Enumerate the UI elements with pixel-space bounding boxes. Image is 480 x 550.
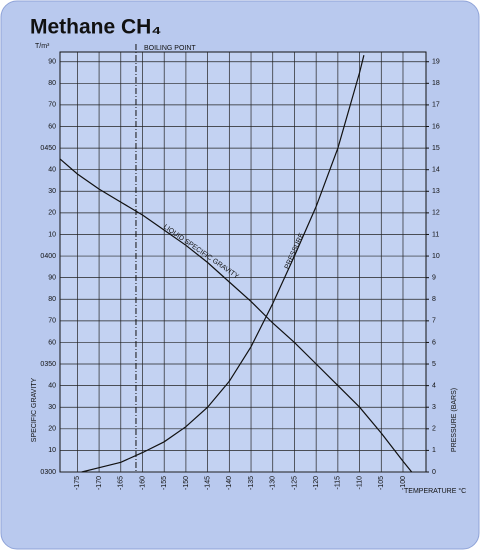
y-tick-label: 10 xyxy=(48,447,56,454)
y-tick-label: 40 xyxy=(48,167,56,174)
x-tick-label: -140 xyxy=(226,476,233,490)
y2-tick-label: 1 xyxy=(432,447,436,454)
y2-tick-label: 14 xyxy=(432,167,440,174)
x-tick-label: -165 xyxy=(118,476,125,490)
y-tick-label: 30 xyxy=(48,404,56,411)
y-tick-label: 0450 xyxy=(40,145,56,152)
x-tick-label: -125 xyxy=(291,476,298,490)
y2-axis-label: PRESSURE (BARS) xyxy=(451,388,458,452)
y-tick-label: 70 xyxy=(48,102,56,109)
y2-tick-label: 4 xyxy=(432,382,436,389)
y-tick-label: 80 xyxy=(48,80,56,87)
y2-tick-label: 12 xyxy=(432,210,440,217)
x-tick-label: -100 xyxy=(400,476,407,490)
y2-tick-label: 7 xyxy=(432,318,436,325)
y-tick-label: 0300 xyxy=(40,469,56,476)
y2-tick-label: 6 xyxy=(432,339,436,346)
series-line xyxy=(81,55,365,473)
x-tick-label: -150 xyxy=(183,476,190,490)
y-unit: T/m³ xyxy=(35,43,50,50)
y-tick-label: 20 xyxy=(48,210,56,217)
annotation: BOILING POINT xyxy=(144,45,196,52)
y2-tick-label: 19 xyxy=(432,59,440,66)
y2-tick-label: 5 xyxy=(432,361,436,368)
x-tick-label: -135 xyxy=(248,476,255,490)
plot-area xyxy=(59,51,427,473)
y2-tick-label: 0 xyxy=(432,469,436,476)
y2-tick-label: 9 xyxy=(432,274,436,281)
y-tick-label: 80 xyxy=(48,296,56,303)
y-tick-label: 10 xyxy=(48,231,56,238)
x-tick-label: -170 xyxy=(96,476,103,490)
x-tick-label: -115 xyxy=(335,476,342,490)
y-tick-label: 70 xyxy=(48,318,56,325)
y2-tick-label: 18 xyxy=(432,80,440,87)
x-tick-label: -130 xyxy=(270,476,277,490)
y2-tick-label: 10 xyxy=(432,253,440,260)
x-tick-label: -160 xyxy=(139,476,146,490)
x-tick-label: -175 xyxy=(74,476,81,490)
y2-tick-label: 15 xyxy=(432,145,440,152)
y2-tick-label: 3 xyxy=(432,404,436,411)
y-tick-label: 90 xyxy=(48,274,56,281)
y-axis-label: SPECIFIC GRAVITY xyxy=(31,377,38,442)
y-tick-label: 60 xyxy=(48,339,56,346)
x-tick-label: -155 xyxy=(161,476,168,490)
y2-tick-label: 2 xyxy=(432,426,436,433)
y-tick-label: 90 xyxy=(48,59,56,66)
y-tick-label: 0400 xyxy=(40,253,56,260)
y2-tick-label: 8 xyxy=(432,296,436,303)
chart-title: Methane CH₄ xyxy=(30,16,161,39)
x-tick-label: -120 xyxy=(313,476,320,490)
x-axis-label: TEMPERATURE °C xyxy=(404,487,466,495)
y-tick-label: 60 xyxy=(48,123,56,130)
y2-tick-label: 17 xyxy=(432,102,440,109)
y2-tick-label: 11 xyxy=(432,231,439,238)
x-tick-label: -105 xyxy=(378,476,385,490)
y-tick-label: 0350 xyxy=(40,361,56,368)
x-tick-label: -110 xyxy=(356,476,363,490)
y-tick-label: 40 xyxy=(48,382,56,389)
y2-tick-label: 16 xyxy=(432,123,440,130)
series-line xyxy=(59,158,413,473)
x-tick-label: -145 xyxy=(204,476,211,490)
y-tick-label: 30 xyxy=(48,188,56,195)
y-tick-label: 20 xyxy=(48,426,56,433)
y2-tick-label: 13 xyxy=(432,188,440,195)
